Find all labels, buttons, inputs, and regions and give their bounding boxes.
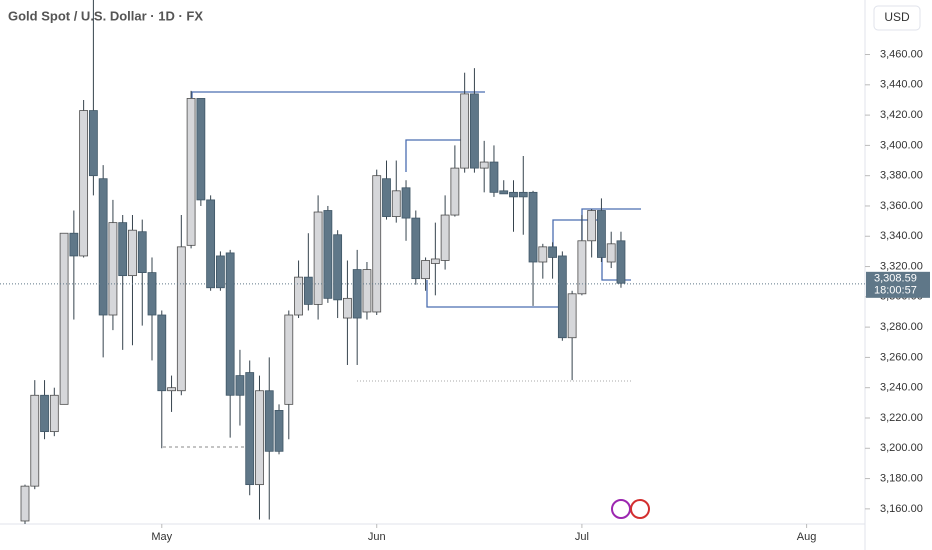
drawing-line (405, 139, 462, 172)
candle-body (557, 255, 567, 339)
candle-body (118, 222, 128, 277)
last-price-box (866, 271, 930, 298)
candle-body (440, 214, 450, 261)
candle-body (215, 255, 225, 289)
y-tick-label: 3,460.00 (880, 48, 923, 60)
candle-body (343, 297, 352, 319)
candle-body (538, 246, 548, 263)
candle-body (587, 210, 597, 242)
candle-body (401, 187, 411, 219)
y-tick-label: 3,240.00 (880, 382, 923, 394)
candle-body (518, 191, 528, 198)
candle-body (460, 93, 470, 169)
y-tick-label: 3,220.00 (880, 412, 923, 424)
currency-label: USD (884, 10, 910, 24)
chart-title: Gold Spot / U.S. Dollar · 1D · FX (8, 8, 203, 23)
candle-body (597, 210, 606, 258)
y-tick-label: 3,280.00 (880, 321, 923, 333)
candle-body (235, 375, 245, 396)
y-tick-label: 3,420.00 (880, 109, 923, 121)
candle-body (128, 229, 137, 277)
candle-body (548, 246, 557, 258)
x-tick-label: May (151, 531, 172, 543)
y-tick-label: 3,320.00 (880, 260, 923, 272)
candle-body (421, 260, 430, 280)
candle-body (157, 314, 167, 392)
candle-body (20, 485, 30, 522)
x-tick-label: Jun (368, 531, 386, 543)
candle-body (450, 167, 460, 216)
candle-body (69, 232, 79, 257)
y-tick-label: 3,440.00 (880, 79, 923, 91)
candle-body (372, 175, 382, 313)
candle-body (352, 269, 362, 319)
candle-body (362, 269, 372, 313)
candle-body (606, 243, 616, 263)
candle-body (430, 258, 440, 264)
candle-body (98, 178, 108, 316)
event-icon[interactable] (630, 499, 650, 519)
candle-body (499, 190, 509, 195)
candle-body (323, 210, 333, 299)
candle-body (167, 387, 176, 392)
y-tick-label: 3,360.00 (880, 200, 923, 212)
candle-body (528, 191, 538, 263)
candle-body (79, 110, 89, 257)
drawing-line (601, 255, 631, 281)
candle-body (294, 276, 303, 316)
candle-body (264, 390, 274, 452)
event-icon[interactable] (611, 499, 631, 519)
candle-body (411, 217, 421, 280)
candle-body (577, 240, 587, 295)
last-price-label: 3,308.59 (874, 273, 917, 285)
candle-body (303, 276, 313, 305)
drawings (191, 91, 641, 308)
candle-body (225, 252, 235, 396)
candle-body (391, 190, 401, 217)
candle-body (245, 372, 255, 486)
y-tick-label: 3,340.00 (880, 230, 923, 242)
x-tick-label: Aug (797, 531, 817, 543)
candle-body (333, 234, 343, 301)
candle-body (509, 191, 518, 198)
drawing-line (426, 280, 558, 308)
y-tick-label: 3,160.00 (880, 503, 923, 515)
drawing-line (552, 219, 600, 248)
currency-button[interactable] (873, 5, 921, 31)
countdown-label: 18:00:57 (874, 285, 917, 297)
candle-body (147, 272, 157, 316)
candle-body (88, 110, 98, 177)
candle-body (137, 231, 147, 274)
candle-body (274, 410, 284, 452)
y-tick-label: 3,380.00 (880, 170, 923, 182)
candle-body (489, 161, 499, 193)
candle-body (382, 178, 391, 217)
candle-body (206, 199, 216, 289)
y-tick-label: 3,200.00 (880, 442, 923, 454)
candle-body (470, 93, 479, 169)
candle-body (196, 98, 206, 201)
candle-body (284, 314, 294, 405)
candle-body (313, 211, 323, 305)
candle-body (616, 240, 626, 284)
candle-body (30, 394, 40, 487)
candle-body (59, 232, 69, 405)
plot-area (20, 0, 626, 524)
candle-body (108, 222, 118, 316)
drawing-line (191, 91, 485, 98)
candle-body (567, 293, 577, 339)
candle-body (40, 394, 49, 433)
candle-body (49, 394, 59, 433)
candle-body (176, 246, 186, 392)
y-tick-label: 3,400.00 (880, 139, 923, 151)
y-tick-label: 3,180.00 (880, 472, 923, 484)
y-tick-label: 3,260.00 (880, 351, 923, 363)
candle-body (186, 98, 196, 246)
x-tick-label: Jul (575, 531, 589, 543)
candle-body (479, 161, 489, 169)
candle-body (255, 390, 264, 486)
